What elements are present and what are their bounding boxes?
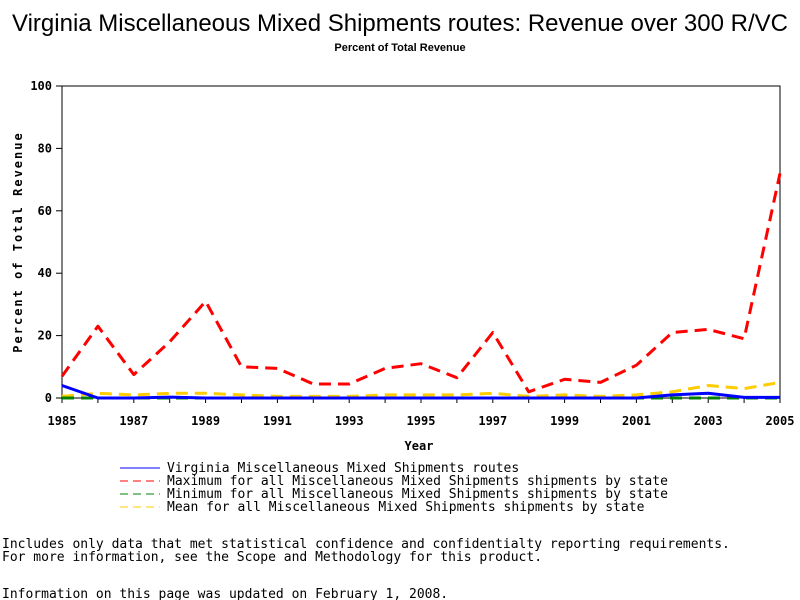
series-line-virginia: [61, 384, 780, 400]
legend-label-mean: Mean for all Miscellaneous Mixed Shipmen…: [167, 500, 645, 515]
x-tick-label: 1991: [263, 414, 292, 428]
x-tick-label: 1993: [335, 414, 364, 428]
y-axis-label: Percent of Total Revenue: [11, 131, 25, 352]
x-axis: 1985 1987 1989 1991 1993 1995 1997 1999 2001 2003…: [48, 398, 795, 428]
y-tick-label: 20: [38, 329, 52, 343]
x-tick-label: 1995: [407, 414, 436, 428]
y-tick-label: 80: [38, 141, 52, 155]
y-tick-label: 0: [45, 391, 52, 405]
series-group: [60, 173, 782, 400]
note-updated: Information on this page was updated on …: [2, 587, 448, 600]
legend-label-virginia: Virginia Miscellaneous Mixed Shipments r…: [167, 461, 519, 476]
legend-label-maximum: Maximum for all Miscellaneous Mixed Ship…: [167, 474, 668, 489]
y-tick-label: 100: [30, 79, 52, 93]
plot-frame: [61, 85, 781, 399]
series-line-mean: [61, 380, 781, 398]
x-tick-label: 1999: [550, 414, 579, 428]
legend: Virginia Miscellaneous Mixed Shipments r…: [120, 461, 668, 515]
chart-title: Virginia Miscellaneous Mixed Shipments r…: [12, 10, 788, 37]
y-axis: 0 20 40 60 80 100: [30, 79, 62, 405]
x-tick-label: 1997: [478, 414, 507, 428]
x-tick-label: 2005: [766, 414, 795, 428]
x-tick-label: 2001: [622, 414, 651, 428]
x-axis-label: Year: [405, 439, 434, 453]
x-tick-label: 1987: [119, 414, 148, 428]
x-tick-label: 2003: [694, 414, 723, 428]
x-tick-label: 1985: [48, 414, 77, 428]
y-tick-label: 60: [38, 204, 52, 218]
x-tick-label: 1989: [191, 414, 220, 428]
chart-subtitle: Percent of Total Revenue: [334, 42, 465, 54]
series-line-maximum: [60, 173, 782, 394]
note-confidence: Includes only data that met statistical …: [2, 537, 730, 552]
y-tick-label: 40: [38, 266, 52, 280]
note-methodology: For more information, see the Scope and …: [2, 550, 542, 565]
legend-label-minimum: Minimum for all Miscellaneous Mixed Ship…: [167, 487, 668, 502]
